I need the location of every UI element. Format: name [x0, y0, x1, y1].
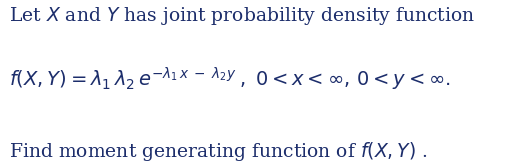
- Text: $f(X, Y) = \lambda_1 \, \lambda_2 \, e^{-\lambda_1 \, x \; - \; \lambda_2 y} \; : $f(X, Y) = \lambda_1 \, \lambda_2 \, e^{…: [9, 66, 451, 93]
- Text: Let $X$ and $Y$ has joint probability density function: Let $X$ and $Y$ has joint probability de…: [9, 5, 475, 27]
- Text: Find moment generating function of $f(X, Y)$ .: Find moment generating function of $f(X,…: [9, 140, 427, 163]
